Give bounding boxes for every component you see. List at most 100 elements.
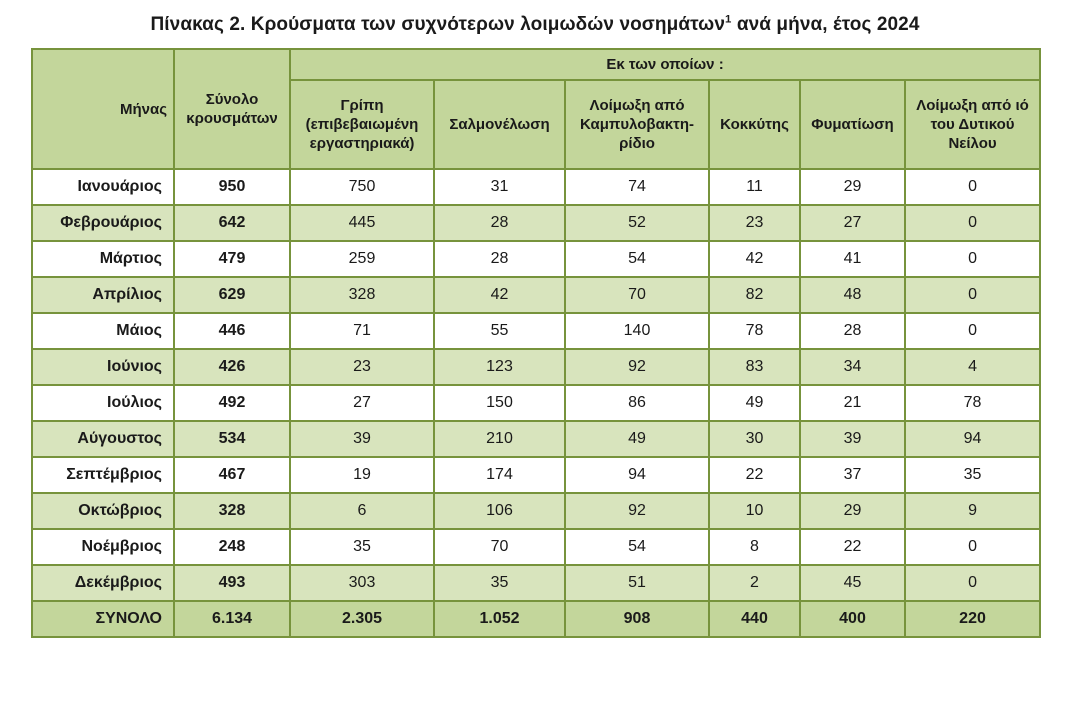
table-row: Αύγουστος 534 39 210 49 30 39 94 <box>31 420 1042 458</box>
total-cases-cell: 426 <box>173 348 291 386</box>
influenza-cell: 39 <box>289 420 435 458</box>
month-cell: Ιούνιος <box>31 348 175 386</box>
west-nile-cell: 35 <box>903 456 1042 494</box>
influenza-cell: 71 <box>289 312 435 350</box>
campylobacter-cell: 70 <box>564 276 710 314</box>
table-row: Σεπτέμβριος 467 19 174 94 22 37 35 <box>31 456 1042 494</box>
table-row: Οκτώβριος 328 6 106 92 10 29 9 <box>31 492 1042 530</box>
pertussis-cell: 8 <box>708 528 801 566</box>
pertussis-cell: 2 <box>708 564 801 602</box>
table-row: Ιούνιος 426 23 123 92 83 34 4 <box>31 348 1042 386</box>
column-header-salmonellosis: Σαλμονέλωση <box>433 79 566 170</box>
month-cell: Ιούλιος <box>31 384 175 422</box>
column-header-pertussis: Κοκκύτης <box>708 79 801 170</box>
tuberculosis-cell: 37 <box>799 456 906 494</box>
influenza-cell: 259 <box>289 240 435 278</box>
west-nile-cell: 0 <box>903 564 1042 602</box>
pertussis-cell: 30 <box>708 420 801 458</box>
page-title: Πίνακας 2. Κρούσματα των συχνότερων λοιμ… <box>31 14 1039 36</box>
group-header-of-which: Εκ των οποίων : <box>288 48 1042 81</box>
campylobacter-cell: 140 <box>564 312 710 350</box>
salmonellosis-cell: 42 <box>433 276 566 314</box>
table-row: Νοέμβριος 248 35 70 54 8 22 0 <box>31 528 1042 566</box>
influenza-cell: 23 <box>289 348 435 386</box>
pertussis-cell: 49 <box>708 384 801 422</box>
tuberculosis-cell: 29 <box>799 168 906 206</box>
column-header-total-cases: Σύνολο κρουσμάτων <box>173 48 291 170</box>
total-cases-cell: 950 <box>173 168 291 206</box>
month-cell: Δεκέμβριος <box>31 564 175 602</box>
west-nile-cell: 0 <box>903 240 1042 278</box>
campylobacter-cell: 86 <box>564 384 710 422</box>
month-cell: Οκτώβριος <box>31 492 175 530</box>
month-cell: Αύγουστος <box>31 420 175 458</box>
total-cases-cell: 492 <box>173 384 291 422</box>
salmonellosis-cell: 123 <box>433 348 566 386</box>
table-body: Ιανουάριος 950 750 31 74 11 29 0 Φεβρουά… <box>31 168 1042 638</box>
pertussis-cell: 82 <box>708 276 801 314</box>
campylobacter-cell: 92 <box>564 348 710 386</box>
table-header: Μήνας Σύνολο κρουσμάτων Εκ των οποίων : … <box>31 48 1042 170</box>
salmonellosis-cell: 1.052 <box>433 600 566 638</box>
influenza-cell: 445 <box>289 204 435 242</box>
influenza-cell: 328 <box>289 276 435 314</box>
salmonellosis-cell: 31 <box>433 168 566 206</box>
pertussis-cell: 42 <box>708 240 801 278</box>
campylobacter-cell: 52 <box>564 204 710 242</box>
campylobacter-cell: 51 <box>564 564 710 602</box>
subheader-row: Γρίπη (επιβεβαιωμένη εργαστηριακά) Σαλμο… <box>32 79 1042 170</box>
month-cell: Ιανουάριος <box>31 168 175 206</box>
total-cases-cell: 6.134 <box>173 600 291 638</box>
campylobacter-cell: 94 <box>564 456 710 494</box>
column-header-month: Μήνας <box>31 48 175 170</box>
month-cell: Απρίλιος <box>31 276 175 314</box>
campylobacter-cell: 74 <box>564 168 710 206</box>
salmonellosis-cell: 150 <box>433 384 566 422</box>
west-nile-cell: 78 <box>903 384 1042 422</box>
total-cases-cell: 493 <box>173 564 291 602</box>
month-cell: Φεβρουάριος <box>31 204 175 242</box>
column-header-west-nile: Λοίμωξη από ιό του Δυτικού Νείλου <box>903 79 1042 170</box>
total-cases-cell: 328 <box>173 492 291 530</box>
cases-table: Μήνας Σύνολο κρουσμάτων Εκ των οποίων : … <box>31 48 1042 638</box>
month-cell: Μάιος <box>31 312 175 350</box>
total-cases-cell: 479 <box>173 240 291 278</box>
west-nile-cell: 220 <box>903 600 1042 638</box>
west-nile-cell: 0 <box>903 168 1042 206</box>
total-cases-cell: 446 <box>173 312 291 350</box>
pertussis-cell: 78 <box>708 312 801 350</box>
pertussis-cell: 23 <box>708 204 801 242</box>
tuberculosis-cell: 27 <box>799 204 906 242</box>
west-nile-cell: 0 <box>903 528 1042 566</box>
month-cell: Σεπτέμβριος <box>31 456 175 494</box>
pertussis-cell: 10 <box>708 492 801 530</box>
salmonellosis-cell: 174 <box>433 456 566 494</box>
month-cell: Μάρτιος <box>31 240 175 278</box>
west-nile-cell: 4 <box>903 348 1042 386</box>
group-header-row: Μήνας Σύνολο κρουσμάτων Εκ των οποίων : <box>31 48 1042 170</box>
total-cases-cell: 534 <box>173 420 291 458</box>
tuberculosis-cell: 34 <box>799 348 906 386</box>
salmonellosis-cell: 28 <box>433 240 566 278</box>
campylobacter-cell: 54 <box>564 528 710 566</box>
total-row: ΣΥΝΟΛΟ 6.134 2.305 1.052 908 440 400 220 <box>31 600 1042 638</box>
west-nile-cell: 0 <box>903 276 1042 314</box>
month-cell: ΣΥΝΟΛΟ <box>31 600 175 638</box>
tuberculosis-cell: 28 <box>799 312 906 350</box>
month-cell: Νοέμβριος <box>31 528 175 566</box>
campylobacter-cell: 49 <box>564 420 710 458</box>
influenza-cell: 27 <box>289 384 435 422</box>
page-title-suffix: ανά μήνα, έτος 2024 <box>731 14 920 35</box>
table-row: Δεκέμβριος 493 303 35 51 2 45 0 <box>31 564 1042 602</box>
column-header-influenza: Γρίπη (επιβεβαιωμένη εργαστηριακά) <box>289 79 435 170</box>
pertussis-cell: 11 <box>708 168 801 206</box>
tuberculosis-cell: 29 <box>799 492 906 530</box>
salmonellosis-cell: 28 <box>433 204 566 242</box>
salmonellosis-cell: 55 <box>433 312 566 350</box>
campylobacter-cell: 908 <box>564 600 710 638</box>
salmonellosis-cell: 35 <box>433 564 566 602</box>
west-nile-cell: 0 <box>903 204 1042 242</box>
west-nile-cell: 94 <box>903 420 1042 458</box>
salmonellosis-cell: 106 <box>433 492 566 530</box>
influenza-cell: 750 <box>289 168 435 206</box>
